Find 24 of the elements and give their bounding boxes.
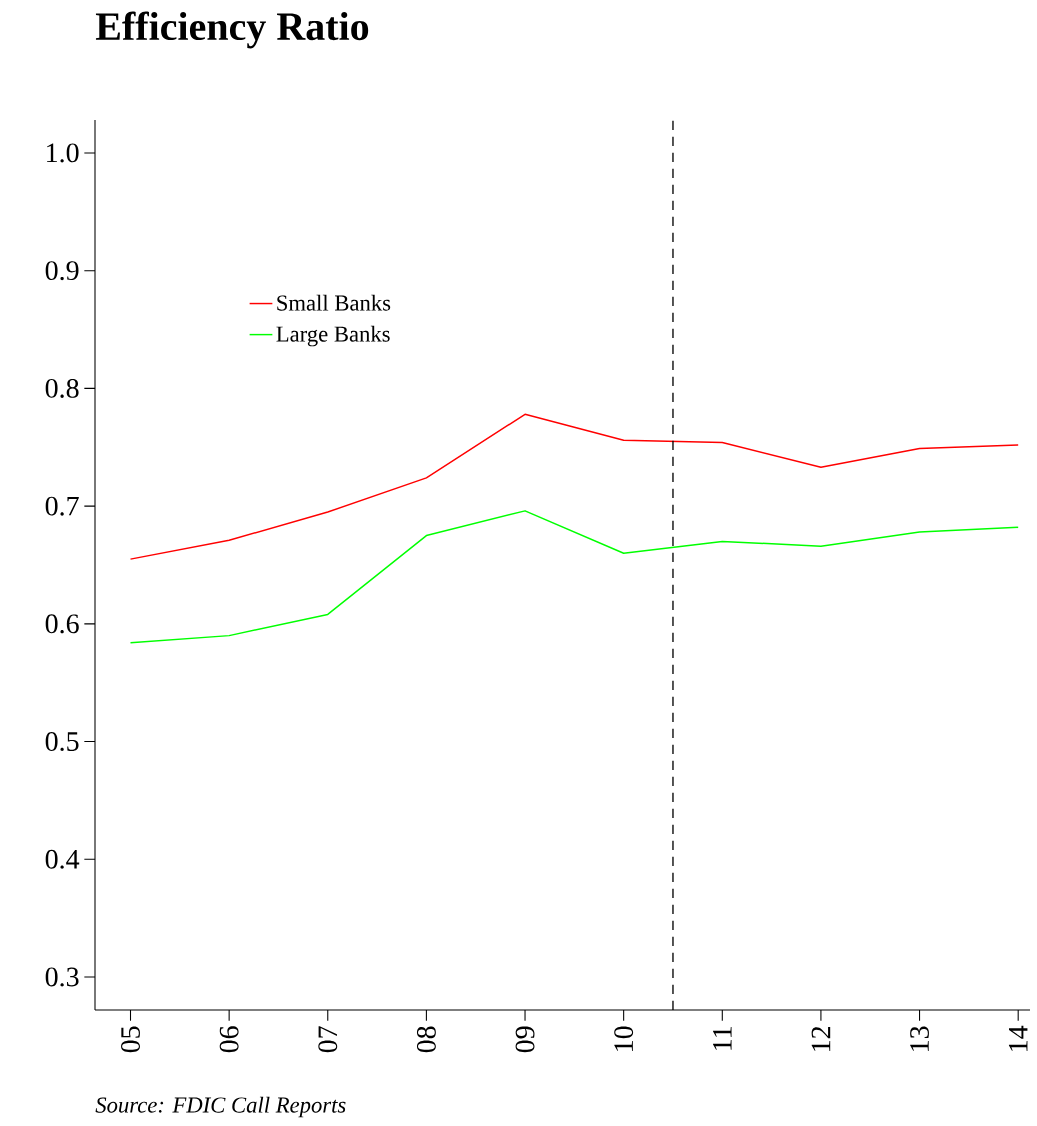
line-series xyxy=(129,413,1019,560)
x-tick-label: 11 xyxy=(713,1027,732,1050)
y-tick-label: 0.7 xyxy=(45,496,79,516)
text: Source: FDIC Call Reports xyxy=(95,1096,346,1118)
y-tick-label: 0.5 xyxy=(45,732,79,752)
x-tick-label: 07 xyxy=(318,1026,338,1053)
legend-label: Large Banks xyxy=(276,325,390,347)
y-tick-label: 0.8 xyxy=(45,378,79,398)
x-tick-label: 09 xyxy=(515,1026,535,1053)
x-tick-label: 10 xyxy=(614,1026,634,1051)
y-tick-label: 0.9 xyxy=(45,261,79,281)
x-tick-label: 14 xyxy=(1008,1025,1028,1051)
y-tick-label: 0.3 xyxy=(45,967,79,987)
y-tick-label: 0.4 xyxy=(45,849,80,869)
y-tick-label: 1.0 xyxy=(47,143,79,163)
line-series xyxy=(129,510,1019,644)
x-tick-label: 13 xyxy=(910,1026,929,1051)
legend-label: Small Banks xyxy=(277,294,391,311)
y-tick-label: 0.6 xyxy=(45,614,79,634)
x-tick-label: 12 xyxy=(811,1026,831,1051)
chart-title: Efficiency Ratio xyxy=(95,11,369,49)
x-tick-label: 05 xyxy=(121,1026,140,1053)
x-tick-label: 08 xyxy=(416,1026,436,1053)
x-tick-label: 06 xyxy=(219,1026,239,1053)
